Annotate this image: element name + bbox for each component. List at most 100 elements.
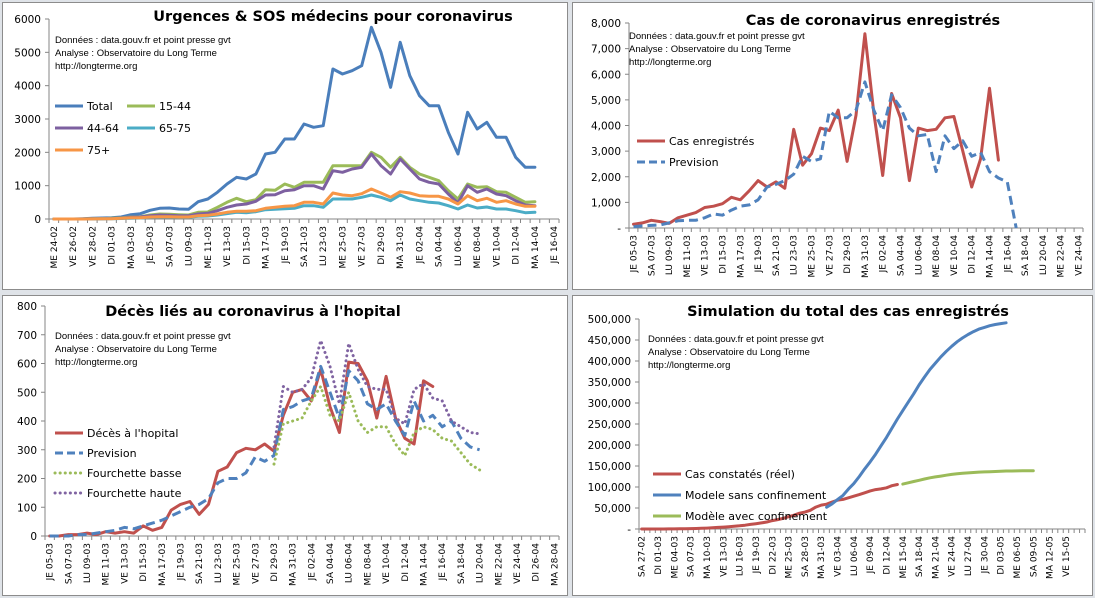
x-tick-label: SA 18-04	[1021, 235, 1031, 276]
legend-label: Prevision	[669, 156, 719, 169]
x-tick-label: ME 25-03	[785, 536, 795, 578]
x-tick-label: ME 24-02	[50, 226, 60, 268]
chart-simulation: - 50,000 100,000 150,000 200,000 250,000 300,0…	[572, 295, 1093, 596]
y-tick-label: 6000	[14, 14, 41, 26]
source-note: Analyse : Observatoire du Long Terme	[629, 44, 791, 55]
chart-simulation-svg: - 50,000 100,000 150,000 200,000 250,000 300,0…	[588, 304, 1086, 579]
x-tick-label: DI 01-03	[654, 536, 664, 575]
x-tick-label: MA 14-04	[419, 543, 429, 586]
x-tick-label: MA 14-04	[986, 235, 996, 278]
y-tick-label: 800	[17, 301, 37, 313]
x-tick-label: ME 25-03	[233, 543, 243, 585]
legend-label: 75+	[87, 144, 110, 157]
x-tick-label: SA 09-05	[1029, 536, 1039, 577]
x-tick-label: SA 07-03	[647, 235, 657, 276]
y-tick-label: 4,000	[591, 121, 621, 133]
series-line-prevision	[49, 364, 481, 538]
x-tick-label: JE 16-04	[1003, 235, 1013, 274]
y-tick-label: 0	[30, 531, 37, 543]
x-tick-label: DI 15-03	[139, 543, 149, 582]
x-tick-label: LU 20-04	[476, 543, 486, 583]
x-tick-label: DI 29-03	[843, 235, 853, 274]
x-tick-label: ME 08-04	[473, 226, 483, 269]
x-tick-label: LU 20-04	[1039, 235, 1049, 275]
x-tick-label: MA 28-04	[550, 543, 560, 586]
x-tick-label: DI 12-04	[401, 543, 411, 582]
source-note: Données : data.gouv.fr et point presse g…	[55, 331, 231, 342]
y-tick-label: 300,000	[588, 398, 631, 410]
x-tick-label: ME 04-03	[670, 536, 680, 578]
x-tick-label: VE 28-02	[88, 226, 98, 267]
x-tick-label: SA 21-03	[772, 235, 782, 276]
x-tick-label: VE 24-04	[1075, 235, 1085, 276]
x-tick-label: LU 09-03	[185, 226, 195, 266]
x-tick-label: JE 19-03	[281, 226, 291, 264]
x-tick-label: VE 27-03	[251, 543, 261, 584]
x-tick-label: LU 06-04	[850, 536, 860, 576]
x-tick-label: LU 27-04	[964, 536, 974, 576]
x-tick-label: JE 19-03	[754, 235, 764, 273]
x-tick-label: JE 30-04	[980, 536, 990, 575]
x-tick-label: JE 16-04	[438, 543, 448, 582]
x-tick-label: LU 09-03	[665, 235, 675, 275]
y-tick-label: 1000	[14, 181, 41, 193]
x-tick-label: SA 07-03	[165, 226, 175, 267]
x-tick-label: LU 09-03	[83, 543, 93, 583]
x-tick-label: VE 13-03	[719, 536, 729, 577]
x-tick-label: ME 06-05	[1013, 536, 1023, 578]
legend-label: 65-75	[159, 122, 191, 135]
x-tick-label: JE 09-04	[866, 536, 876, 575]
x-tick-label: MA 17-03	[262, 226, 272, 269]
x-tick-label: VE 27-03	[825, 235, 835, 276]
x-tick-label: ME 11-03	[102, 543, 112, 585]
y-tick-label: -	[617, 223, 621, 235]
y-tick-label: 400	[17, 416, 37, 428]
source-note: Analyse : Observatoire du Long Terme	[55, 344, 217, 355]
series-line-modele-sans-confinement	[825, 321, 1008, 509]
x-tick-label: ME 08-04	[932, 235, 942, 278]
x-tick-label: SA 07-03	[64, 543, 74, 584]
y-tick-label: 7,000	[591, 44, 621, 56]
legend-label: Prevision	[87, 447, 137, 460]
x-tick-label: SA 21-03	[300, 226, 310, 267]
x-tick-label: ME 08-04	[363, 543, 373, 586]
y-tick-label: 5000	[14, 47, 41, 59]
series-line-cas-enregistr-s	[632, 32, 1000, 226]
series-line-fourchette-haute	[272, 339, 482, 449]
chart-urgences: 0 1000 2000 3000 4000 5000 6000 ME 24-02 VE 26-0…	[2, 2, 568, 290]
x-tick-label: JE 19-03	[177, 543, 187, 581]
chart-urgences-svg: 0 1000 2000 3000 4000 5000 6000 ME 24-02 VE 26-0…	[14, 9, 560, 269]
y-tick-label: 4000	[14, 81, 41, 93]
series-line-fourchette-basse	[272, 385, 482, 472]
y-tick-label: 6,000	[591, 69, 621, 81]
x-tick-label: DI 12-04	[882, 536, 892, 575]
x-tick-label: LU 06-04	[914, 235, 924, 275]
legend-label: Cas constatés (réel)	[685, 468, 795, 481]
x-tick-label: DI 29-03	[270, 543, 280, 582]
legend-label: Fourchette haute	[87, 487, 182, 500]
x-tick-label: JE 02-04	[415, 226, 425, 265]
x-tick-label: LU 06-04	[454, 226, 464, 266]
x-tick-label: VE 24-04	[948, 536, 958, 577]
legend-label: Fourchette basse	[87, 467, 182, 480]
source-note: http://longterme.org	[629, 57, 711, 68]
x-tick-label: VE 13-03	[223, 226, 233, 267]
chart-cas-svg: - 1,000 2,000 3,000 4,000 5,000 6,000 7,000 8,00…	[591, 13, 1085, 278]
x-tick-label: SA 27-02	[638, 536, 648, 577]
legend-label: Cas enregistrés	[669, 135, 755, 148]
x-tick-label: MA 31-03	[817, 536, 827, 579]
y-tick-label: 450,000	[588, 335, 631, 347]
y-tick-label: 3000	[14, 114, 41, 126]
source-note: Données : data.gouv.fr et point presse g…	[648, 334, 824, 345]
x-tick-label: JE 05-03	[629, 235, 639, 273]
chart-title: Cas de coronavirus enregistrés	[746, 13, 1000, 29]
x-tick-label: ME 11-03	[204, 226, 214, 268]
y-tick-label: 2,000	[591, 172, 621, 184]
x-tick-label: VE 24-04	[513, 543, 523, 584]
y-tick-label: 200	[17, 474, 37, 486]
x-tick-label: JE 02-04	[307, 543, 317, 582]
x-tick-label: MA 10-03	[703, 536, 713, 579]
chart-deces-svg: 0 100 200 300 400 500 600 700 800 JE 05-03 SA 07-0…	[17, 301, 560, 586]
source-note: http://longterme.org	[55, 61, 137, 72]
x-tick-label: DI 03-05	[997, 536, 1007, 575]
